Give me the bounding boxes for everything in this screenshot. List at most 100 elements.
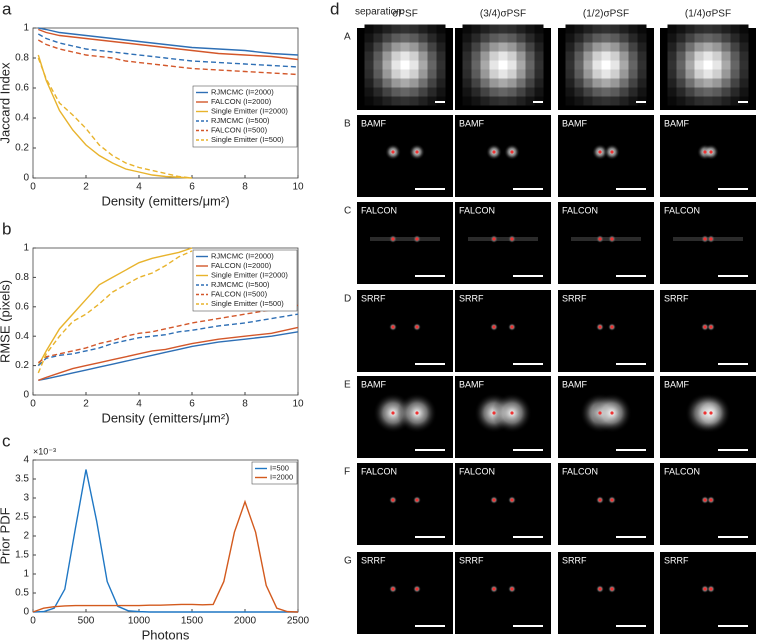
data-line (37, 304, 299, 364)
psf-pixel (382, 60, 392, 70)
x-tick-label: 500 (78, 616, 95, 627)
true-position (391, 498, 395, 502)
psf-pixel (721, 51, 731, 61)
true-position (510, 411, 514, 415)
true-position (709, 411, 713, 415)
psf-pixel (489, 51, 499, 61)
streak (673, 237, 743, 241)
psf-pixel (712, 87, 722, 97)
psf-pixel (685, 87, 695, 97)
image-tile (558, 290, 654, 372)
psf-pixel (601, 87, 611, 97)
psf-pixel (676, 42, 686, 52)
psf-pixel (619, 24, 629, 34)
method-label: FALCON (459, 205, 495, 215)
psf-pixel (498, 69, 508, 79)
x-tick-label: 8 (242, 182, 248, 193)
y-tick-label: 0.2 (15, 143, 29, 154)
data-line (37, 247, 193, 366)
psf-pixel (592, 60, 602, 70)
psf-pixel (619, 51, 629, 61)
psf-pixel (364, 96, 374, 106)
psf-pixel (619, 78, 629, 88)
psf-pixel (409, 42, 419, 52)
true-position (492, 150, 496, 154)
psf-pixel (480, 87, 490, 97)
psf-pixel (400, 69, 410, 79)
psf-pixel (601, 24, 611, 34)
psf-pixel (427, 87, 437, 97)
psf-pixel (610, 87, 620, 97)
psf-pixel (685, 33, 695, 43)
psf-pixel (712, 51, 722, 61)
image-tile (660, 202, 756, 284)
psf-pixel (436, 69, 446, 79)
psf-pixel (489, 42, 499, 52)
method-label: BAMF (361, 379, 387, 389)
psf-pixel (637, 78, 647, 88)
psf-pixel (391, 33, 401, 43)
true-position (415, 325, 419, 329)
psf-pixel (373, 51, 383, 61)
psf-pixel (436, 42, 446, 52)
true-position (610, 150, 614, 154)
psf-pixel (400, 33, 410, 43)
psf-pixel (667, 87, 677, 97)
y-axis-label: Jaccard Index (0, 62, 12, 143)
column-header: (3/4)σPSF (480, 9, 526, 20)
true-position (492, 411, 496, 415)
psf-pixel (574, 69, 584, 79)
psf-pixel (739, 51, 749, 61)
psf-pixel (462, 69, 472, 79)
psf-pixel (574, 51, 584, 61)
psf-pixel (436, 87, 446, 97)
psf-pixel (462, 33, 472, 43)
psf-pixel (739, 60, 749, 70)
true-position (492, 498, 496, 502)
psf-pixel (525, 87, 535, 97)
psf-pixel (400, 24, 410, 34)
psf-pixel (730, 60, 740, 70)
psf-pixel (525, 24, 535, 34)
psf-pixel (721, 87, 731, 97)
psf-pixel (730, 33, 740, 43)
psf-pixel (471, 96, 481, 106)
x-tick-label: 2 (83, 182, 89, 193)
psf-pixel (730, 42, 740, 52)
psf-pixel (418, 87, 428, 97)
psf-pixel (721, 78, 731, 88)
true-position (703, 411, 707, 415)
psf-pixel (667, 33, 677, 43)
method-label: FALCON (664, 466, 700, 476)
psf-pixel (534, 78, 544, 88)
psf-pixel (427, 60, 437, 70)
psf-pixel (436, 78, 446, 88)
psf-pixel (637, 42, 647, 52)
psf-pixel (409, 96, 419, 106)
psf-pixel (462, 96, 472, 106)
x-axis-label: Density (emitters/μm²) (101, 410, 229, 425)
x-tick-label: 1500 (181, 616, 204, 627)
image-tile (558, 552, 654, 634)
psf-pixel (391, 42, 401, 52)
panel-letter: b (2, 219, 11, 238)
true-position (703, 587, 707, 591)
psf-pixel (601, 60, 611, 70)
psf-pixel (525, 96, 535, 106)
y-tick-label: 0.8 (15, 272, 29, 283)
true-position (598, 237, 602, 241)
true-position (391, 150, 395, 154)
psf-pixel (601, 33, 611, 43)
row-letter: E (344, 380, 351, 391)
psf-pixel (694, 69, 704, 79)
psf-pixel (489, 96, 499, 106)
psf-pixel (583, 33, 593, 43)
psf-pixel (703, 42, 713, 52)
psf-pixel (498, 24, 508, 34)
psf-pixel (427, 78, 437, 88)
psf-pixel (489, 60, 499, 70)
psf-pixel (685, 42, 695, 52)
psf-pixel (516, 42, 526, 52)
row-letter: B (344, 119, 351, 130)
